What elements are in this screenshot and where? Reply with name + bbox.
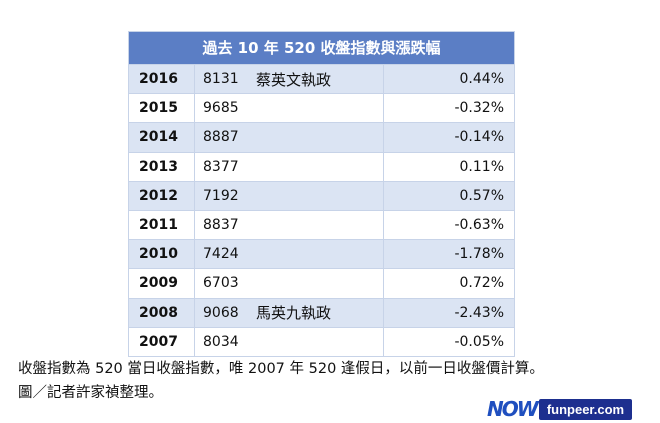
year-cell: 2016 xyxy=(129,65,195,94)
note-cell xyxy=(246,181,384,210)
table-row: 2008 9068 馬英九執政 -2.43% xyxy=(129,297,514,327)
table-row: 2013 8377 0.11% xyxy=(129,151,514,181)
table-row: 2011 8837 -0.63% xyxy=(129,209,514,240)
change-cell: -0.14% xyxy=(454,129,504,146)
index-table: 過去 10 年 520 收盤指數與漲跌幅 2016 8131 蔡英文執政 0.44% 2… xyxy=(128,31,515,357)
caption-line-1: 收盤指數為 520 當日收盤指數，唯 2007 年 520 逢假日，以前一日收盤… xyxy=(18,361,544,377)
year-cell: 2012 xyxy=(129,181,195,210)
change-cell: -0.63% xyxy=(454,217,504,234)
change-cell: 0.44% xyxy=(459,71,504,88)
change-cell: 0.72% xyxy=(459,275,504,292)
note-cell xyxy=(246,123,384,152)
table-row: 2015 9685 -0.32% xyxy=(129,93,514,123)
note-cell xyxy=(246,94,384,123)
note-cell xyxy=(246,240,384,269)
table-row: 2010 7424 -1.78% xyxy=(129,239,514,269)
year-cell: 2008 xyxy=(129,298,195,327)
change-cell: -1.78% xyxy=(454,246,504,263)
table-row: 2007 8034 -0.05% xyxy=(129,326,514,356)
note-cell xyxy=(246,327,384,356)
note-cell: 蔡英文執政 xyxy=(246,65,384,94)
index-cell: 7424 xyxy=(203,246,239,263)
year-cell: 2013 xyxy=(129,152,195,181)
watermark-logo: NOW funpeer.com xyxy=(487,395,660,423)
index-cell: 8377 xyxy=(203,158,239,175)
caption-line-2: 圖／記者許家禎整理。 xyxy=(18,385,163,401)
note-cell: 馬英九執政 xyxy=(246,298,384,327)
note-cell xyxy=(246,269,384,298)
change-cell: -0.05% xyxy=(454,333,504,350)
index-cell: 8887 xyxy=(203,129,239,146)
year-cell: 2009 xyxy=(129,269,195,298)
change-cell: -2.43% xyxy=(454,304,504,321)
table-title: 過去 10 年 520 收盤指數與漲跌幅 xyxy=(129,32,514,64)
now-news-logo: NOW xyxy=(487,397,539,421)
year-cell: 2007 xyxy=(129,327,195,356)
index-cell: 9685 xyxy=(203,100,239,117)
index-cell: 6703 xyxy=(203,275,239,292)
index-cell: 8837 xyxy=(203,217,239,234)
table-row: 2016 8131 蔡英文執政 0.44% xyxy=(129,64,514,94)
year-cell: 2011 xyxy=(129,210,195,240)
table-row: 2009 6703 0.72% xyxy=(129,268,514,298)
year-cell: 2015 xyxy=(129,94,195,123)
table-row: 2012 7192 0.57% xyxy=(129,180,514,210)
table-body: 2016 8131 蔡英文執政 0.44% 2015 9685 -0.32% 2014 8887… xyxy=(129,64,514,356)
change-cell: 0.11% xyxy=(459,158,504,175)
year-cell: 2014 xyxy=(129,123,195,152)
site-watermark: funpeer.com xyxy=(538,398,633,420)
caption: 收盤指數為 520 當日收盤指數，唯 2007 年 520 逢假日，以前一日收盤… xyxy=(18,357,658,405)
note-cell xyxy=(246,152,384,181)
index-cell: 8131 xyxy=(203,71,239,88)
change-cell: -0.32% xyxy=(454,100,504,117)
table-row: 2014 8887 -0.14% xyxy=(129,122,514,152)
change-cell: 0.57% xyxy=(459,187,504,204)
note-cell xyxy=(246,210,384,240)
year-cell: 2010 xyxy=(129,240,195,269)
index-cell: 7192 xyxy=(203,187,239,204)
index-cell: 9068 xyxy=(203,304,239,321)
index-cell: 8034 xyxy=(203,333,239,350)
